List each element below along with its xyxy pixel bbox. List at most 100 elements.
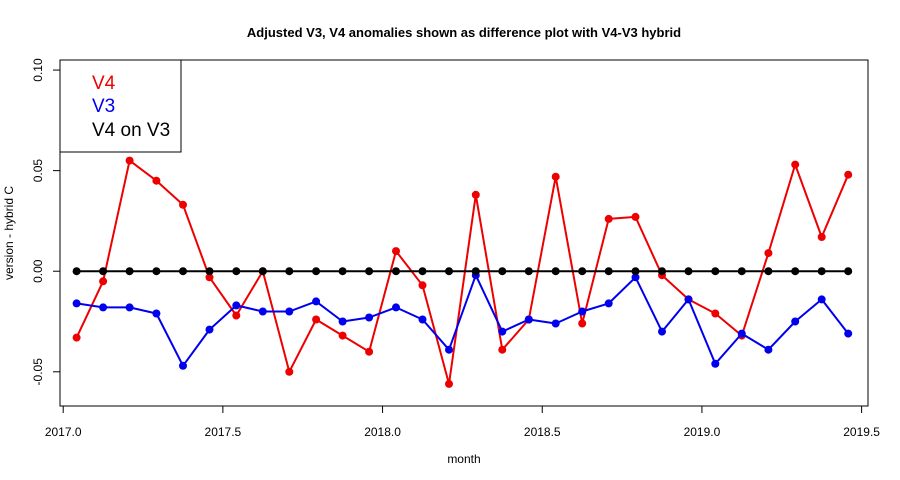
data-point-v4-on-v3 xyxy=(551,267,560,276)
data-point-v3 xyxy=(764,345,773,354)
data-point-v3 xyxy=(551,319,560,328)
data-point-v4 xyxy=(711,309,720,318)
data-point-v4-on-v3 xyxy=(72,267,81,276)
data-point-v4 xyxy=(232,311,241,320)
data-point-v4 xyxy=(604,214,613,223)
data-point-v4-on-v3 xyxy=(578,267,587,276)
series-line-v3 xyxy=(76,274,849,367)
data-point-v4 xyxy=(125,156,134,165)
data-point-v4-on-v3 xyxy=(471,267,480,276)
data-point-v3 xyxy=(99,303,108,312)
data-point-v3 xyxy=(604,299,613,308)
series-line-v4 xyxy=(75,159,850,385)
legend-entry-v3: V3 xyxy=(92,96,115,117)
x-tick-label: 2018.0 xyxy=(364,425,401,439)
data-point-v4-on-v3 xyxy=(99,267,108,276)
data-point-v4 xyxy=(99,277,108,286)
y-tick-label: 0.10 xyxy=(31,58,45,82)
data-point-v3 xyxy=(312,297,321,306)
data-point-v4-on-v3 xyxy=(764,267,773,276)
data-point-v4 xyxy=(764,249,773,258)
data-point-v4 xyxy=(312,315,321,324)
data-point-v4-on-v3 xyxy=(791,267,800,276)
data-point-v4-on-v3 xyxy=(392,267,400,276)
data-point-v3 xyxy=(498,327,507,336)
data-point-v4-on-v3 xyxy=(737,267,746,276)
data-point-v4-on-v3 xyxy=(285,267,294,276)
data-point-v4-on-v3 xyxy=(631,267,640,276)
legend-box xyxy=(59,59,182,153)
data-point-v3 xyxy=(711,359,720,368)
data-point-v4-on-v3 xyxy=(498,267,507,276)
data-point-v4 xyxy=(418,281,427,290)
data-point-v3 xyxy=(285,307,294,316)
data-point-v3 xyxy=(418,315,427,324)
data-point-v4 xyxy=(631,212,640,221)
data-point-v4-on-v3 xyxy=(258,267,267,276)
y-axis: -0.05 0.00 0.05 0.10 xyxy=(31,58,61,386)
data-point-v3 xyxy=(232,301,241,310)
legend-entry-v4: V4 xyxy=(92,73,116,94)
data-point-v4-on-v3 xyxy=(844,267,853,276)
data-point-v4-on-v3 xyxy=(711,267,720,276)
data-point-v4-on-v3 xyxy=(179,267,187,276)
data-point-v4 xyxy=(578,319,587,328)
x-tick-label: 2017.0 xyxy=(45,425,82,439)
data-point-v3 xyxy=(392,303,400,312)
x-tick-label: 2019.0 xyxy=(684,425,721,439)
legend-entry-v4-on-v3: V4 on V3 xyxy=(92,120,170,141)
data-point-v4-on-v3 xyxy=(524,267,533,276)
x-tick-label: 2018.5 xyxy=(524,425,561,439)
data-point-v4-on-v3 xyxy=(445,267,453,276)
data-point-v3 xyxy=(817,295,826,304)
data-point-v4-on-v3 xyxy=(604,267,613,276)
data-point-v3 xyxy=(125,303,134,312)
series-v4-on-v3 xyxy=(72,267,853,276)
data-point-v4 xyxy=(338,331,347,340)
data-point-v4-on-v3 xyxy=(817,267,826,276)
data-point-v4 xyxy=(392,247,400,256)
data-point-v3 xyxy=(791,317,800,326)
x-tick-label: 2019.5 xyxy=(843,425,880,439)
data-point-v3 xyxy=(658,327,666,336)
data-point-v4-on-v3 xyxy=(658,267,666,276)
data-point-v4 xyxy=(152,176,161,185)
data-point-v4 xyxy=(498,345,507,354)
data-point-v4-on-v3 xyxy=(312,267,321,276)
data-point-v4-on-v3 xyxy=(205,267,214,276)
data-point-v4-on-v3 xyxy=(232,267,241,276)
data-point-v4 xyxy=(445,379,453,388)
data-point-v4-on-v3 xyxy=(684,267,693,276)
data-point-v3 xyxy=(524,315,533,324)
data-point-v4-on-v3 xyxy=(125,267,134,276)
y-tick-label: 0.00 xyxy=(31,259,45,283)
y-tick-label: -0.05 xyxy=(31,358,45,386)
legend: V4 V3 V4 on V3 xyxy=(59,59,182,153)
data-point-v3 xyxy=(737,329,746,338)
data-point-v3 xyxy=(179,361,187,370)
series-v4 xyxy=(72,156,853,388)
data-point-v4 xyxy=(205,273,214,282)
x-axis: 2017.0 2017.5 2018.0 2018.5 2019.0 2019.5 xyxy=(45,405,880,439)
x-axis-label: month xyxy=(447,452,480,466)
data-point-v3 xyxy=(152,309,161,318)
chart-title: Adjusted V3, V4 anomalies shown as diffe… xyxy=(247,25,681,40)
data-point-v3 xyxy=(844,329,853,338)
y-axis-label: version - hybrid C xyxy=(2,186,16,280)
data-point-v3 xyxy=(72,299,81,308)
data-point-v3 xyxy=(258,307,267,316)
data-point-v4 xyxy=(844,170,853,179)
x-tick-label: 2017.5 xyxy=(205,425,242,439)
data-point-v4 xyxy=(179,200,187,209)
data-point-v4-on-v3 xyxy=(152,267,161,276)
data-point-v4-on-v3 xyxy=(418,267,427,276)
data-point-v4 xyxy=(285,367,294,376)
data-point-v3 xyxy=(338,317,347,326)
data-point-v4 xyxy=(817,233,826,241)
data-point-v3 xyxy=(445,345,453,354)
data-point-v4 xyxy=(551,172,560,181)
data-point-v4 xyxy=(72,333,81,342)
data-point-v3 xyxy=(205,325,214,334)
data-point-v3 xyxy=(365,313,374,322)
